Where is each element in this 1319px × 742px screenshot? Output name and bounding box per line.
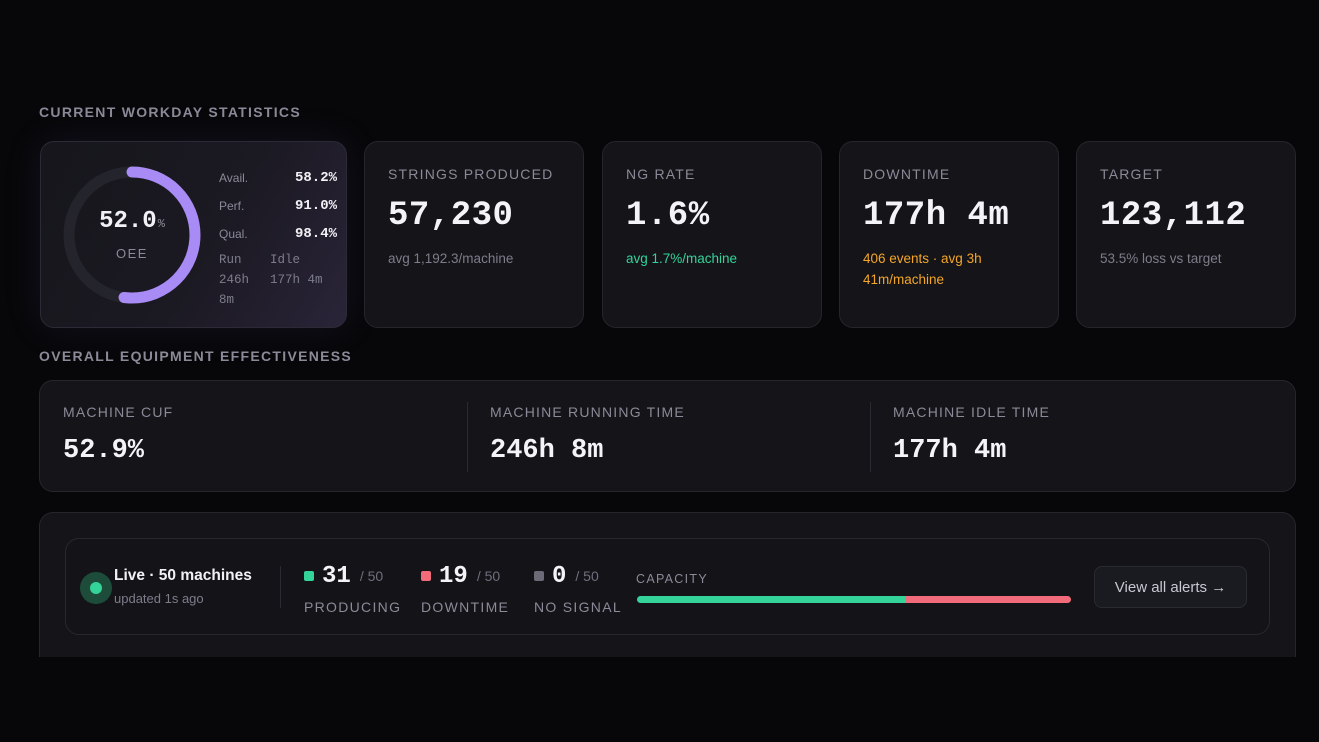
stat-value: 177h 4m [863, 197, 1010, 235]
oee-col-value: 177h 4m [893, 436, 1007, 466]
divider [870, 402, 871, 472]
status-total: / 50 [575, 568, 599, 584]
oee-ring-progress [63, 166, 201, 304]
run-time: Run 246h 8m [219, 253, 250, 307]
oee-value: 52.0% [99, 207, 165, 235]
capacity-producing-fill [637, 596, 907, 603]
live-indicator-icon [80, 572, 112, 604]
oee-ring [63, 166, 201, 304]
stat-label: DOWNTIME [863, 166, 951, 182]
oee-col-value: 246h 8m [490, 436, 604, 466]
metric-key: Perf. [219, 199, 245, 213]
stat-label: TARGET [1100, 166, 1163, 182]
stat-subtext: 53.5% loss vs target [1100, 251, 1222, 266]
section-title-workday: CURRENT WORKDAY STATISTICS [39, 104, 301, 120]
live-dot [90, 582, 102, 594]
metric-value: 91.0% [294, 198, 337, 214]
metric-value: 98.4% [294, 226, 337, 242]
no-signal-square-icon [534, 571, 544, 581]
metric-availability: Avail. 58.2% [219, 164, 337, 192]
status-count: 0 [552, 562, 567, 590]
live-title: Live · 50 machines [114, 567, 252, 584]
oee-col-label: MACHINE RUNNING TIME [490, 404, 685, 420]
metric-quality: Qual. 98.4% [219, 220, 337, 248]
stat-subtext: avg 1,192.3/machine [388, 251, 514, 266]
status-label: PRODUCING [304, 599, 402, 615]
stat-label: STRINGS PRODUCED [388, 166, 554, 182]
status-no-signal: 0 / 50 NO SIGNAL [534, 561, 622, 615]
oee-machine-running-time: MACHINE RUNNING TIME 246h 8m [467, 381, 870, 493]
status-label: NO SIGNAL [534, 599, 622, 615]
oee-col-label: MACHINE CUF [63, 404, 174, 420]
stat-card-ng-rate: NG RATE 1.6% avg 1.7%/machine [602, 141, 822, 328]
capacity-downtime-fill [906, 596, 1071, 603]
live-panel: Live · 50 machines updated 1s ago 31 / 5… [39, 512, 1296, 657]
metric-value: 58.2% [294, 170, 337, 186]
stat-card-downtime: DOWNTIME 177h 4m 406 events · avg 3h 41m… [839, 141, 1059, 328]
live-updated: updated 1s ago [114, 591, 204, 606]
divider [467, 402, 468, 472]
stat-card-target: TARGET 123,112 53.5% loss vs target [1076, 141, 1296, 328]
capacity-label: CAPACITY [636, 572, 708, 586]
oee-summary-card: MACHINE CUF 52.9% MACHINE RUNNING TIME 2… [39, 380, 1296, 492]
status-count: 31 [322, 562, 351, 590]
producing-square-icon [304, 571, 314, 581]
oee-machine-cuf: MACHINE CUF 52.9% [40, 381, 467, 493]
status-total: / 50 [359, 568, 384, 584]
metric-key: Qual. [219, 227, 248, 241]
stat-card-strings-produced: STRINGS PRODUCED 57,230 avg 1,192.3/mach… [364, 141, 584, 328]
metric-key: Avail. [219, 171, 249, 185]
oee-label: OEE [116, 245, 148, 261]
oee-metrics: Avail. 58.2% Perf. 91.0% Qual. 98.4% [219, 164, 337, 248]
stat-value: 1.6% [626, 197, 710, 235]
status-producing: 31 / 50 PRODUCING [304, 561, 401, 615]
downtime-square-icon [421, 571, 431, 581]
oee-ring-center: 52.0% OEE [60, 163, 204, 307]
status-label: DOWNTIME [421, 599, 510, 615]
stat-subtext: 406 events · avg 3h 41m/machine [863, 251, 982, 287]
stat-subtext: avg 1.7%/machine [626, 251, 738, 266]
capacity-bar [637, 596, 1071, 603]
idle-time: Idle 177h 4m [270, 253, 323, 287]
stat-value: 57,230 [388, 197, 514, 235]
oee-machine-idle-time: MACHINE IDLE TIME 177h 4m [870, 381, 1290, 493]
status-total: / 50 [476, 568, 501, 584]
stat-value: 123,112 [1100, 197, 1247, 235]
view-all-alerts-button[interactable]: View all alerts → [1094, 566, 1247, 608]
section-title-oee: OVERALL EQUIPMENT EFFECTIVENESS [39, 348, 353, 364]
oee-card: 52.0% OEE Avail. 58.2% Perf. 91.0% Qual.… [40, 141, 347, 328]
oee-col-label: MACHINE IDLE TIME [893, 404, 1051, 420]
status-count: 19 [439, 562, 468, 590]
stat-label: NG RATE [626, 166, 696, 182]
status-downtime: 19 / 50 DOWNTIME [421, 561, 509, 615]
live-status-bar: Live · 50 machines updated 1s ago 31 / 5… [65, 538, 1270, 635]
oee-col-value: 52.9% [63, 436, 145, 466]
metric-performance: Perf. 91.0% [219, 192, 337, 220]
divider [280, 566, 281, 608]
